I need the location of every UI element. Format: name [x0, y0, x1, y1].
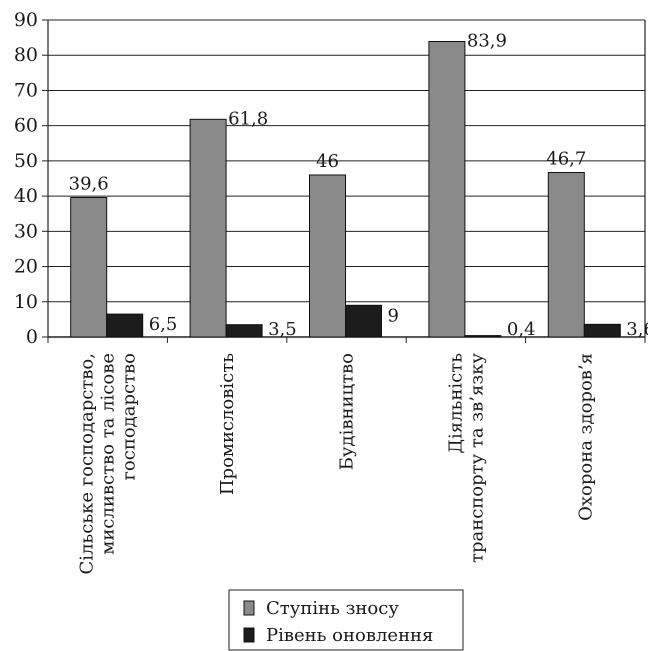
bar-wear [547, 172, 585, 338]
y-tick-label: 20 [14, 256, 38, 278]
x-category-label-line: транспорту та зв’язку [466, 353, 487, 563]
data-label-renewal: 6,5 [149, 314, 178, 335]
legend-label-wear: Ступінь зносу [266, 598, 399, 619]
x-category-label: Охорона здоров’я [575, 353, 596, 521]
y-tick-label: 60 [14, 115, 38, 137]
bar-wear [428, 40, 466, 338]
bars [70, 40, 621, 338]
y-tick-label: 90 [14, 9, 38, 31]
y-tick-label: 50 [14, 150, 38, 172]
legend: Ступінь зносу Рівень оновлення [228, 589, 464, 651]
data-label-renewal: 3,6 [626, 319, 648, 340]
data-label-wear: 83,9 [467, 30, 507, 51]
bar-renewal [583, 323, 621, 338]
x-category-label-line: господарство [119, 353, 140, 481]
y-tick-label: 10 [14, 291, 38, 313]
x-category-label: Сільське господарство,мисливство та лісо… [77, 353, 140, 575]
data-label-renewal: 0,4 [507, 319, 536, 340]
legend-swatch-renewal [243, 627, 255, 643]
y-tick-label: 0 [26, 326, 38, 348]
x-category-label-line: Будівництво [337, 353, 358, 470]
x-category-label: Будівництво [337, 353, 358, 470]
y-tick-label: 70 [14, 79, 38, 101]
data-label-renewal: 3,5 [268, 319, 297, 340]
x-category-label-line: Промисловість [217, 353, 238, 495]
legend-box [228, 589, 464, 651]
bar-wear [70, 197, 108, 338]
data-label-wear: 39,6 [69, 174, 109, 195]
bar-renewal [106, 313, 144, 338]
bar-renewal [464, 335, 502, 338]
data-label-wear: 46 [316, 151, 339, 172]
gridlines [42, 19, 646, 343]
y-tick-label: 30 [14, 220, 38, 242]
data-label-wear: 61,8 [228, 108, 268, 129]
y-axis: 0 10 20 30 40 50 60 70 80 90 [14, 9, 38, 348]
bar-renewal [225, 324, 263, 338]
x-category-label-line: Охорона здоров’я [575, 353, 596, 521]
bar-renewal [345, 304, 382, 338]
legend-swatch-wear [243, 600, 255, 616]
x-category-label-line: мисливство та лісове [98, 353, 119, 555]
data-labels: 39,6 6,5 61,8 3,5 46 9 83,9 0,4 46,7 3,6 [69, 30, 648, 340]
x-axis: Сільське господарство,мисливство та лісо… [77, 353, 597, 575]
x-category-label-line: Діяльність [445, 353, 466, 454]
data-label-renewal: 9 [388, 305, 399, 326]
data-label-wear: 46,7 [546, 149, 586, 170]
bar-wear [309, 174, 346, 338]
x-category-label: Діяльністьтранспорту та зв’язку [445, 353, 487, 563]
y-tick-label: 80 [14, 44, 38, 66]
legend-label-renewal: Рівень оновлення [266, 625, 433, 646]
y-tick-label: 40 [14, 185, 38, 207]
x-category-label: Промисловість [217, 353, 238, 495]
x-category-label-line: Сільське господарство, [77, 353, 98, 575]
bar-wear [189, 118, 227, 338]
